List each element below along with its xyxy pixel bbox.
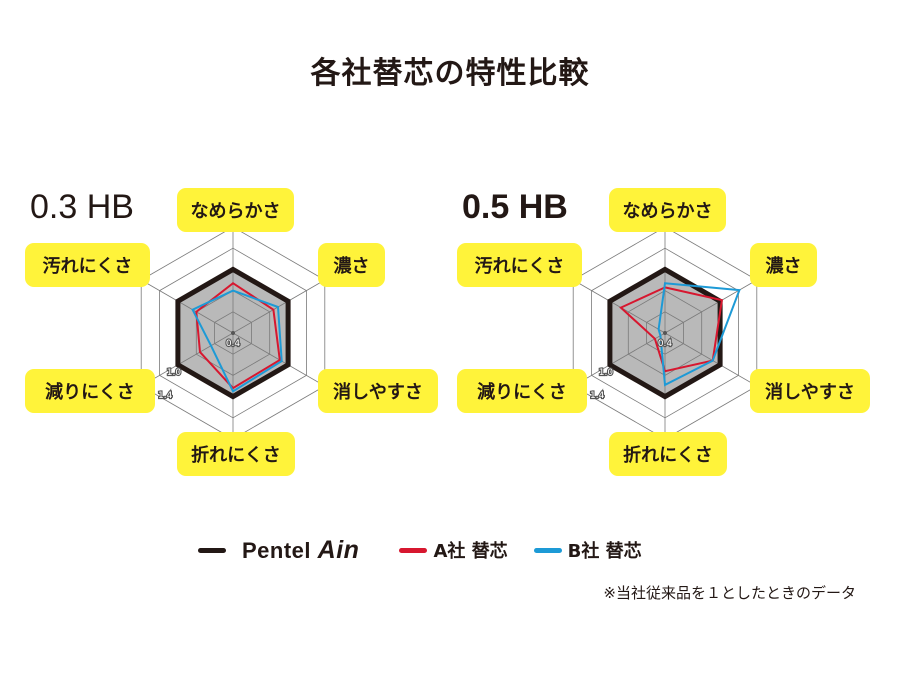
legend-pentel-logo: Pentel Ain <box>242 536 359 565</box>
axis-line <box>141 332 234 387</box>
axis-label-smoothness: なめらかさ <box>609 188 726 232</box>
axis-label-smoothness: なめらかさ <box>177 188 294 232</box>
axis-line <box>664 332 757 387</box>
radar-chart-03: 0.4 1.0 1.4 0.3 HB なめらかさ 濃さ 消しやすさ 折れにくさ 減り… <box>0 0 438 520</box>
axis-label-wear-resistance: 減りにくさ <box>25 369 155 413</box>
axis-line <box>141 279 234 334</box>
legend-swatch-a <box>399 547 428 553</box>
legend-label-b: B社 替芯 <box>567 541 642 562</box>
center-dot <box>231 331 235 335</box>
series-a <box>619 286 724 373</box>
axis-label-erasability: 消しやすさ <box>318 369 438 413</box>
center-dot <box>663 331 667 335</box>
legend-swatch-b <box>533 547 562 553</box>
radar-chart-05: 0.4 1.0 1.4 0.5 HB なめらかさ 濃さ 消しやすさ 折れにくさ 減り… <box>432 0 870 520</box>
axis-label-wear-resistance: 減りにくさ <box>457 369 587 413</box>
chart-title: 0.5 HB <box>462 188 568 226</box>
tick-label: 1.4 <box>158 391 173 401</box>
axis-line <box>573 332 666 387</box>
tick-label: 0.4 <box>226 339 241 349</box>
page-title: 各社替芯の特性比較 <box>310 56 590 91</box>
tick-label: 1.4 <box>590 391 605 401</box>
series-b <box>191 289 283 393</box>
brand-ain: Ain <box>317 535 360 564</box>
footnote: ※当社従来品を１としたときのデータ <box>603 584 856 602</box>
tick-label: 1.0 <box>167 368 182 378</box>
legend-swatch-pentel <box>198 547 226 553</box>
legend-label-a: A社 替芯 <box>433 541 508 562</box>
axis-label-darkness: 濃さ <box>750 243 817 287</box>
tick-label: 1.0 <box>599 368 614 378</box>
tick-label: 0.4 <box>658 339 673 349</box>
axis-label-break-resistance: 折れにくさ <box>177 432 295 476</box>
axis-label-break-resistance: 折れにくさ <box>609 432 727 476</box>
radar-svg: 0.4 1.0 1.4 <box>572 226 758 440</box>
axis-label-darkness: 濃さ <box>318 243 385 287</box>
series-pentel <box>175 266 291 400</box>
series-b <box>657 282 741 387</box>
axis-label-smudge-resistance: 汚れにくさ <box>25 243 150 287</box>
legend: Pentel Ain A社 替芯 B社 替芯 <box>198 532 668 568</box>
axis-line <box>664 279 757 334</box>
axis-label-erasability: 消しやすさ <box>750 369 870 413</box>
series-pentel <box>607 266 723 400</box>
chart-title: 0.3 HB <box>30 188 134 226</box>
axis-label-smudge-resistance: 汚れにくさ <box>457 243 582 287</box>
series-a <box>195 281 281 390</box>
brand-pentel: Pentel <box>242 537 312 563</box>
axis-line <box>573 279 666 334</box>
radar-svg: 0.4 1.0 1.4 <box>140 226 326 440</box>
